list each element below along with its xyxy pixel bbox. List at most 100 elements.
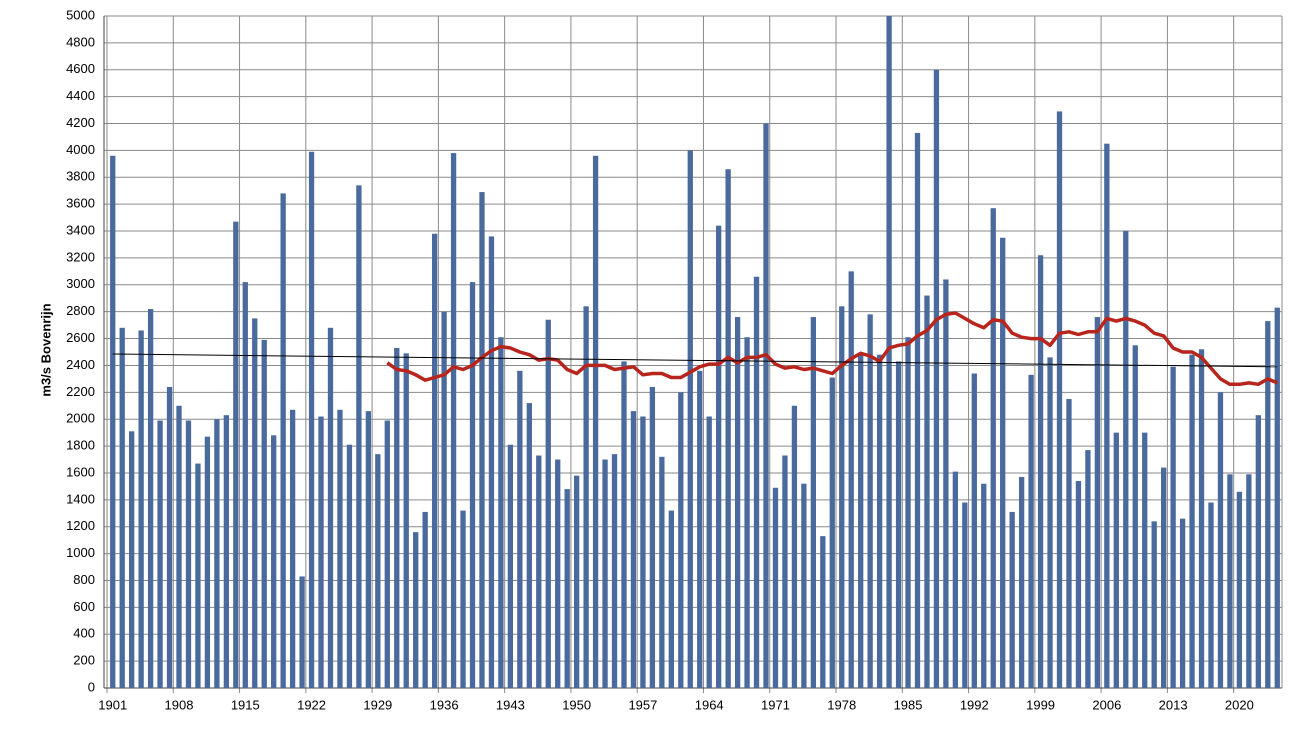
bar [138, 330, 144, 688]
bar [185, 420, 192, 688]
y-axis-label: m3/s Bovenrijn [38, 303, 53, 396]
y-tick-label: 4000 [66, 142, 95, 157]
y-tick-label: 3000 [66, 276, 95, 291]
x-tick-label: 1922 [297, 697, 326, 712]
bar [147, 308, 154, 688]
bar [1104, 143, 1110, 688]
y-tick-label: 1200 [66, 518, 95, 533]
bar [545, 319, 551, 688]
bar [1151, 521, 1157, 688]
x-tick-label: 1992 [960, 697, 989, 712]
bar [763, 123, 769, 688]
bar [555, 459, 561, 688]
bar [791, 405, 798, 688]
y-tick-label: 2200 [66, 384, 95, 399]
bar [1085, 450, 1091, 688]
y-tick-label: 4200 [66, 115, 95, 130]
bar [280, 193, 286, 688]
bar [659, 456, 665, 688]
bar [261, 339, 267, 688]
x-tick-label: 1901 [98, 697, 127, 712]
bar [1274, 307, 1280, 688]
y-tick-label: 600 [73, 599, 95, 614]
bar [233, 221, 239, 688]
y-tick-label: 4800 [66, 34, 95, 49]
trend-line [112, 353, 1278, 368]
bar [1066, 399, 1072, 688]
bar [460, 510, 466, 688]
bar [744, 337, 750, 688]
bar [242, 282, 248, 688]
bar [753, 276, 760, 688]
y-tick-label: 5000 [66, 7, 95, 22]
bar [858, 353, 864, 688]
bar [725, 169, 731, 688]
bar [1075, 481, 1082, 688]
bar [431, 233, 438, 688]
bar [886, 16, 892, 688]
bar [327, 327, 334, 688]
x-tick-label: 1936 [430, 697, 459, 712]
y-tick-label: 3800 [66, 169, 95, 184]
x-tick-label: 1971 [761, 697, 790, 712]
bar [223, 415, 229, 688]
bar [583, 306, 589, 688]
bar [914, 132, 921, 689]
bar [204, 436, 211, 688]
bar [1009, 511, 1015, 688]
bar [839, 306, 845, 688]
x-tick-label: 1985 [894, 697, 923, 712]
bar [1056, 111, 1063, 688]
bar [507, 444, 514, 688]
x-tick-label: 1978 [827, 697, 856, 712]
bar [952, 471, 959, 688]
bar [820, 536, 826, 688]
bar [517, 370, 523, 688]
x-tick-label: 1908 [165, 697, 194, 712]
bar [394, 347, 400, 688]
bar [441, 311, 447, 688]
bar [1179, 518, 1186, 688]
bar [640, 416, 646, 688]
bar [157, 420, 163, 688]
y-tick-label: 2000 [66, 411, 95, 426]
bar [981, 483, 987, 688]
bar [308, 151, 315, 688]
bar [1094, 317, 1101, 688]
bar [706, 416, 712, 688]
bar [299, 576, 305, 688]
bar [564, 489, 570, 688]
y-tick-label: 2600 [66, 330, 95, 345]
bar [1161, 467, 1167, 688]
bar [375, 454, 381, 688]
y-tick-label: 3200 [66, 249, 95, 264]
x-tick-label: 1929 [363, 697, 392, 712]
y-tick-label: 1400 [66, 491, 95, 506]
bar [630, 411, 637, 688]
y-tick-label: 400 [73, 626, 95, 641]
bar [772, 487, 779, 688]
y-tick-label: 1600 [66, 464, 95, 479]
y-tick-label: 1800 [66, 438, 95, 453]
bar [403, 353, 409, 688]
bar [943, 279, 949, 688]
bar [574, 475, 580, 688]
bar [990, 208, 996, 688]
bar [734, 317, 741, 688]
y-tick-label: 800 [73, 572, 95, 587]
bar [621, 361, 627, 688]
x-tick-label: 1957 [628, 697, 657, 712]
bar [1123, 231, 1129, 689]
x-tick-label: 1915 [231, 697, 260, 712]
bar [271, 435, 277, 688]
bar [1189, 354, 1195, 688]
bar [1255, 415, 1261, 688]
bar [1246, 474, 1252, 688]
bar [1028, 374, 1034, 688]
bar [346, 444, 353, 688]
bar [1236, 491, 1243, 688]
y-tick-label: 2800 [66, 303, 95, 318]
bar [1037, 255, 1044, 688]
bar [536, 455, 542, 688]
